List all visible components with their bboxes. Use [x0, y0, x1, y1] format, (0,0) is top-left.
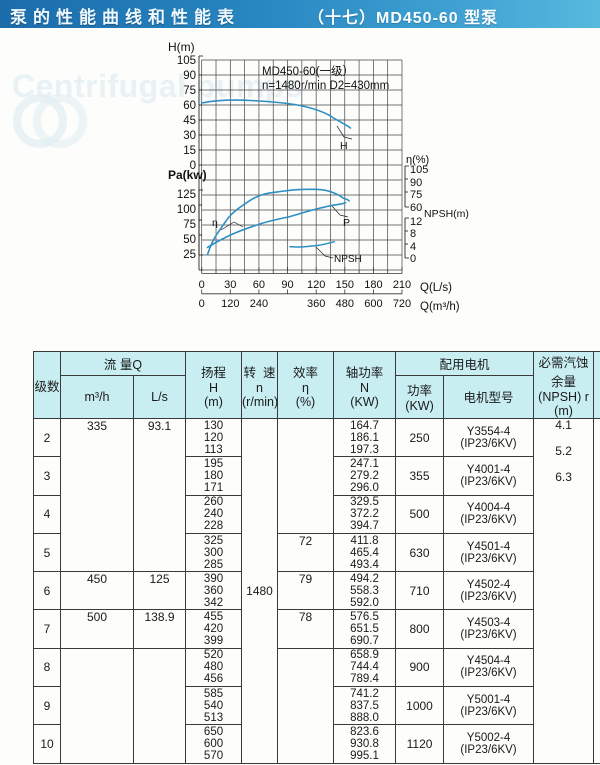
svg-text:12: 12: [410, 216, 422, 228]
svg-text:25: 25: [183, 249, 196, 261]
svg-text:Q(L/s): Q(L/s): [420, 282, 452, 294]
svg-text:0: 0: [410, 253, 416, 265]
svg-text:P: P: [343, 217, 350, 229]
svg-text:60: 60: [253, 279, 265, 291]
svg-text:50: 50: [183, 234, 196, 246]
svg-text:600: 600: [364, 298, 382, 310]
svg-text:n=1480r/min D2=430mm: n=1480r/min D2=430mm: [262, 80, 389, 92]
svg-text:60: 60: [410, 202, 422, 214]
svg-text:100: 100: [177, 204, 196, 216]
svg-text:75: 75: [183, 85, 196, 97]
svg-text:720: 720: [393, 298, 411, 310]
svg-text:H: H: [340, 140, 348, 152]
svg-text:60: 60: [183, 100, 196, 112]
svg-text:90: 90: [183, 70, 196, 82]
svg-text:120: 120: [221, 298, 239, 310]
svg-text:Pa(kw): Pa(kw): [168, 168, 207, 182]
svg-text:15: 15: [183, 145, 196, 157]
svg-text:NPSH: NPSH: [334, 254, 362, 265]
svg-text:120: 120: [307, 279, 325, 291]
svg-text:480: 480: [336, 298, 354, 310]
svg-text:0: 0: [199, 298, 205, 310]
svg-text:180: 180: [364, 279, 382, 291]
svg-text:90: 90: [281, 279, 293, 291]
svg-text:Q(m³/h): Q(m³/h): [420, 301, 460, 313]
svg-text:NPSH(m): NPSH(m): [424, 208, 469, 220]
svg-text:30: 30: [183, 130, 196, 142]
svg-text:4: 4: [410, 241, 416, 253]
svg-text:H(m): H(m): [168, 40, 195, 54]
svg-text:105: 105: [410, 164, 428, 176]
svg-text:30: 30: [224, 279, 236, 291]
svg-text:240: 240: [250, 298, 268, 310]
svg-text:105: 105: [177, 55, 196, 67]
svg-text:8: 8: [410, 228, 416, 240]
svg-text:125: 125: [177, 189, 196, 201]
svg-text:MD450-60(一级）: MD450-60(一级）: [262, 65, 354, 78]
svg-text:360: 360: [307, 298, 325, 310]
svg-text:75: 75: [410, 189, 422, 201]
svg-text:45: 45: [183, 115, 196, 127]
svg-text:210: 210: [393, 279, 411, 291]
svg-text:75: 75: [183, 219, 196, 231]
svg-text:90: 90: [410, 177, 422, 189]
svg-text:150: 150: [336, 279, 354, 291]
svg-text:η: η: [212, 217, 218, 229]
svg-text:0: 0: [199, 279, 205, 291]
